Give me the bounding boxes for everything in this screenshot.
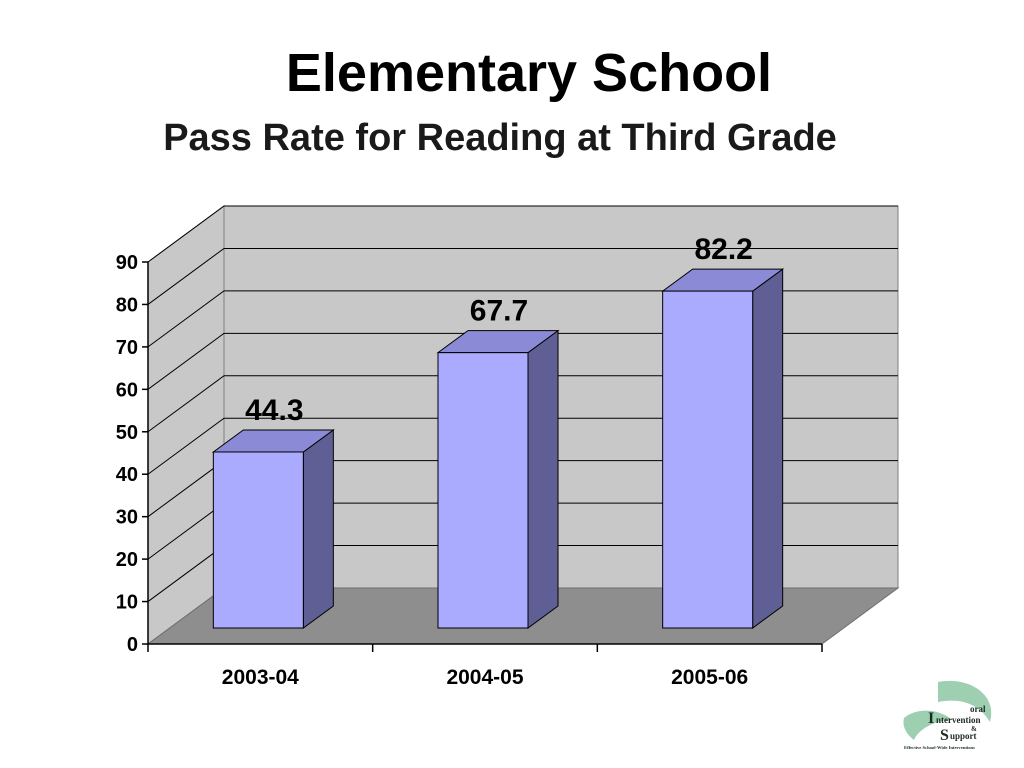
pbis-logo: oral I ntervention & S upport Effective …: [903, 680, 992, 750]
logo-line-and: &: [971, 725, 977, 733]
y-tick-label: 20: [116, 549, 138, 571]
y-tick-label: 80: [116, 294, 138, 316]
y-tick-label: 10: [116, 592, 138, 614]
side-wall: [147, 205, 225, 645]
x-category-label: 2005-06: [671, 666, 748, 689]
y-tick-label: 30: [116, 507, 138, 529]
chart-title: Pass Rate for Reading at Third Grade: [163, 117, 837, 159]
bar: [212, 451, 304, 629]
slide-title: Elementary School: [285, 43, 773, 103]
y-tick-label: 40: [116, 464, 138, 486]
chart-labels: 0 10 20 30 40 50 60 70 80 90 44.3 2003-04 67.7 2004-0…: [116, 233, 753, 689]
chart-axes: [142, 261, 823, 652]
gridline: [147, 247, 898, 305]
x-category-label: 2004-05: [446, 666, 523, 689]
bar: [662, 290, 754, 629]
y-tick-label: 70: [116, 337, 138, 359]
logo-initial-s: S: [940, 727, 949, 744]
y-tick-label: 50: [116, 422, 138, 444]
bar: [437, 352, 529, 629]
data-label: 67.7: [470, 295, 528, 328]
bar-side: [752, 268, 784, 629]
logo-tagline: Effective School-Wide Interventions: [904, 745, 975, 750]
y-tick-label: 90: [116, 252, 138, 274]
logo-line-oral: oral: [970, 704, 986, 714]
logo-line-support: upport: [950, 731, 977, 741]
logo-swoosh-shape-lower: [903, 710, 952, 740]
logo-swoosh-shape: [938, 680, 992, 722]
data-label: 44.3: [245, 394, 303, 427]
logo-initial-i: I: [928, 710, 934, 727]
chart-bars: [211, 268, 785, 629]
y-tick-label: 60: [116, 379, 138, 401]
data-label: 82.2: [694, 233, 752, 266]
x-category-label: 2003-04: [222, 666, 299, 689]
y-tick-label: 0: [127, 634, 138, 656]
gridline: [147, 205, 898, 263]
logo-line-intervention: ntervention: [936, 715, 981, 725]
bar-side: [527, 329, 559, 629]
bar-side: [302, 428, 334, 629]
